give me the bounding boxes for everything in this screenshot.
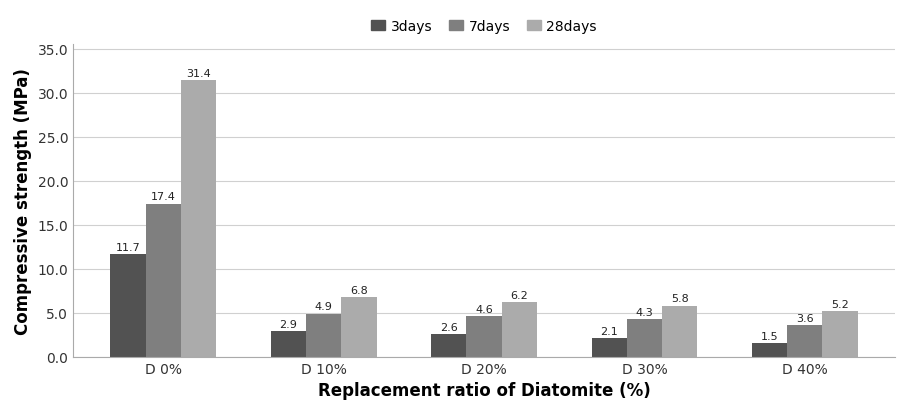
Bar xyxy=(271,331,306,357)
Text: 4.3: 4.3 xyxy=(635,307,654,317)
Text: 31.4: 31.4 xyxy=(186,69,211,79)
Bar xyxy=(787,325,823,357)
Bar xyxy=(823,311,858,357)
Bar xyxy=(342,297,376,357)
Bar xyxy=(110,254,145,357)
Bar xyxy=(662,306,697,357)
Text: 2.1: 2.1 xyxy=(600,326,618,336)
Bar xyxy=(306,314,342,357)
Text: 2.6: 2.6 xyxy=(440,322,457,332)
Text: 4.6: 4.6 xyxy=(475,304,493,314)
Text: 3.6: 3.6 xyxy=(796,313,814,323)
Bar xyxy=(431,334,466,357)
Y-axis label: Compressive strength (MPa): Compressive strength (MPa) xyxy=(14,68,32,334)
Text: 6.2: 6.2 xyxy=(511,290,528,300)
Text: 4.9: 4.9 xyxy=(315,301,333,311)
Text: 2.9: 2.9 xyxy=(279,319,297,329)
Bar xyxy=(466,316,502,357)
Bar xyxy=(181,81,216,357)
X-axis label: Replacement ratio of Diatomite (%): Replacement ratio of Diatomite (%) xyxy=(318,381,651,399)
Bar xyxy=(502,302,537,357)
Text: 6.8: 6.8 xyxy=(350,285,368,295)
Text: 17.4: 17.4 xyxy=(151,192,175,202)
Text: 5.8: 5.8 xyxy=(671,294,689,304)
Bar xyxy=(752,344,787,357)
Text: 5.2: 5.2 xyxy=(831,299,849,309)
Bar xyxy=(592,338,627,357)
Bar xyxy=(627,319,662,357)
Text: 11.7: 11.7 xyxy=(115,242,140,252)
Legend: 3days, 7days, 28days: 3days, 7days, 28days xyxy=(365,14,603,40)
Bar xyxy=(145,204,181,357)
Text: 1.5: 1.5 xyxy=(761,332,778,342)
